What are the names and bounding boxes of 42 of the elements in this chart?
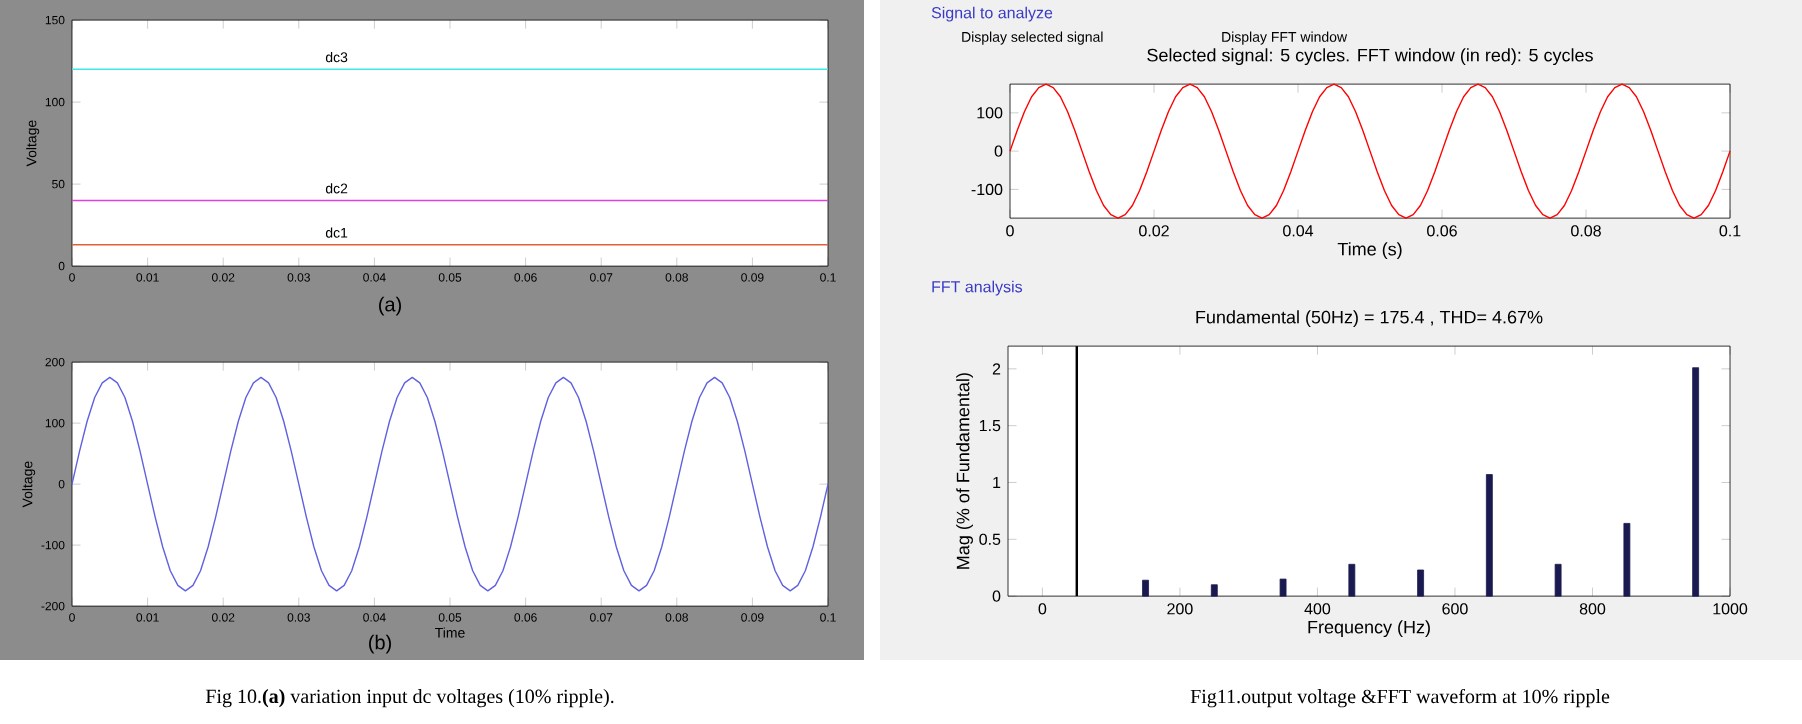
chart-title: Fundamental (50Hz) = 175.4 , THD= 4.67%: [1196, 310, 1543, 327]
y-axis-title: Mag (% of Fundamental): [956, 373, 973, 569]
bar: [1692, 367, 1700, 597]
caption: Fig 10.(a) variation input dc voltages (10% ripple).: [205, 688, 614, 708]
y-tick-label: 100: [977, 107, 1003, 119]
x-axis-title: Time (s): [1337, 242, 1402, 259]
bar: [1554, 563, 1562, 597]
x-axis-title: Frequency (Hz): [1308, 620, 1430, 637]
bar: [1417, 569, 1424, 597]
y-tick-label: 1: [993, 476, 1001, 488]
x-tick-label: 200: [1167, 603, 1193, 615]
text: FFT analysis: [932, 280, 1023, 296]
bar: [1623, 522, 1631, 597]
y-tick-label: 0: [994, 145, 1003, 157]
bar: [1210, 584, 1218, 597]
x-tick-label: 600: [1442, 603, 1468, 615]
chart-title: Selected signal: 5 cycles. FFT window (in red): 5 cycles: [1147, 48, 1593, 65]
y-tick-label: -100: [971, 183, 1003, 196]
bar: [1348, 563, 1356, 597]
bar: [1142, 579, 1149, 597]
y-tick-label: 0: [992, 590, 1001, 602]
x-tick-label: 0.04: [1283, 225, 1314, 237]
x-tick-label: 0.02: [1139, 225, 1169, 237]
x-tick-label: 400: [1304, 603, 1331, 615]
y-tick-label: 0.5: [979, 533, 1001, 545]
y-tick-label: 2: [992, 363, 1001, 375]
x-tick-label: 1000: [1713, 603, 1748, 615]
line-series: [71, 376, 829, 592]
x-tick-label: 0: [1006, 225, 1014, 237]
caption: Fig11.output voltage &FFT waveform at 10% ripple: [1190, 688, 1610, 708]
x-tick-label: 0: [1038, 603, 1047, 615]
line-series: [1009, 83, 1731, 219]
text: (b): [369, 634, 391, 654]
text: (a): [379, 296, 401, 316]
text: Signal to analyze: [931, 6, 1053, 22]
x-tick-label: 800: [1579, 603, 1606, 615]
x-tick-label: 0.06: [1427, 225, 1457, 237]
x-tick-label: 0.08: [1571, 225, 1601, 237]
bar: [1485, 474, 1493, 597]
y-tick-label: 1.5: [979, 420, 1001, 432]
x-tick-label: 0.1: [1719, 225, 1741, 237]
bar: [1279, 578, 1287, 597]
